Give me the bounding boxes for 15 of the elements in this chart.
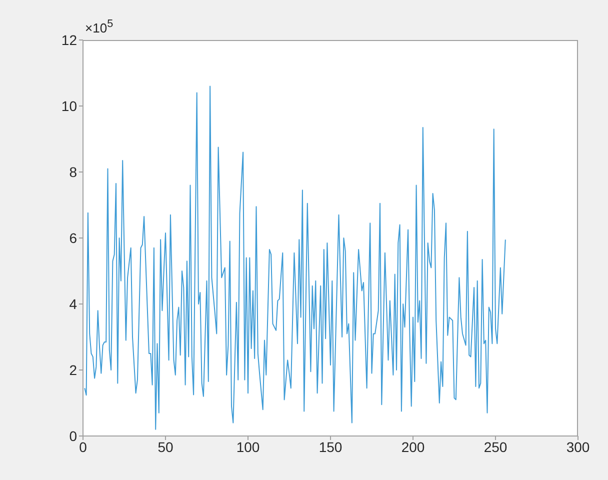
x-tick-label: 250: [484, 438, 508, 455]
y-tick-label: 0: [69, 428, 78, 444]
y-tick-label: 2: [69, 362, 78, 378]
x-tick-label: 300: [566, 438, 590, 455]
x-tick-label: 200: [401, 438, 425, 455]
y-tick-label: 12: [61, 32, 78, 48]
x-tick-label: 0: [79, 438, 88, 455]
x-tick-label: 100: [236, 438, 260, 455]
y-tick-label: 6: [69, 230, 78, 246]
x-tick-label: 50: [158, 438, 174, 455]
y-tick-label: 4: [69, 296, 78, 312]
y-tick-label: 10: [61, 98, 78, 114]
x-tick-label: 150: [318, 438, 342, 455]
y-tick-label: 8: [69, 164, 78, 180]
text: ×10$^{5}$: [85, 18, 114, 36]
